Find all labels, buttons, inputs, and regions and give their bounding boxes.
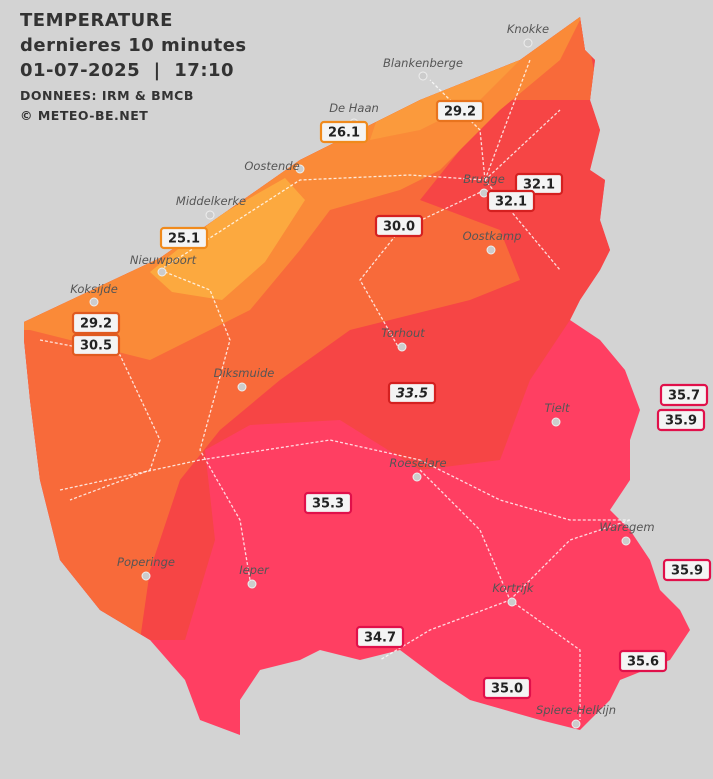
city-label: Waregem — [599, 520, 654, 534]
reading-box — [482, 676, 532, 700]
city-label: Knokke — [507, 22, 549, 36]
title: TEMPERATURE — [20, 10, 173, 31]
reading-value: 35.9 — [671, 564, 703, 579]
reading-box — [435, 99, 485, 123]
city-dot — [237, 382, 247, 392]
reading-value: 30.5 — [80, 339, 112, 354]
subtitle: dernieres 10 minutes — [20, 35, 247, 56]
reading-box — [514, 172, 564, 196]
datetime: 01-07-2025 | 17:10 — [20, 60, 234, 81]
reading-box — [71, 311, 121, 335]
reading-value: 35.6 — [627, 655, 659, 670]
reading-value: 32.1 — [523, 178, 555, 193]
city-label: Nieuwpoort — [130, 253, 197, 267]
reading-box — [659, 383, 709, 407]
city-label: Tielt — [545, 401, 570, 415]
city-dot — [157, 267, 167, 277]
city-dot — [621, 536, 631, 546]
reading-box — [656, 408, 706, 432]
reading-value: 35.9 — [665, 414, 697, 429]
city-label: Blankenberge — [383, 56, 463, 70]
reading-value: 25.1 — [168, 232, 200, 247]
city-label: Oostende — [244, 159, 299, 173]
cities: Knokke Blankenberge De Haan Oostende Middelk… — [70, 22, 655, 729]
city-dot — [141, 571, 151, 581]
city-label: Ieper — [239, 563, 270, 577]
reading-value: 35.7 — [668, 389, 700, 404]
city-label: De Haan — [329, 101, 379, 115]
reading-value: 32.1 — [495, 195, 527, 210]
city-label: Roeselare — [389, 456, 446, 470]
reading-value: 35.0 — [491, 682, 523, 697]
city-dot — [412, 472, 422, 482]
reading-value: 34.7 — [364, 631, 396, 646]
city-label: Kortrijk — [492, 581, 535, 595]
city-dot — [507, 597, 517, 607]
reading-box — [618, 649, 668, 673]
city-dot — [89, 297, 99, 307]
reading-box — [662, 558, 712, 582]
source: DONNEES: IRM & BMCB — [20, 88, 194, 103]
city-dot — [397, 342, 407, 352]
reading-value: 26.1 — [328, 126, 360, 141]
city-dot — [551, 417, 561, 427]
city-label: Spiere-Helkijn — [536, 703, 616, 717]
reading-value: 30.0 — [383, 220, 415, 235]
city-dot — [479, 188, 489, 198]
reading-value: 33.5 — [396, 387, 428, 402]
city-label: Koksijde — [70, 282, 118, 296]
reading-box — [71, 333, 121, 357]
credit: © METEO-BE.NET — [20, 108, 148, 123]
reading-box — [319, 120, 369, 144]
reading-value: 35.3 — [312, 497, 344, 512]
reading-value: 29.2 — [80, 317, 112, 332]
reading-box — [486, 189, 536, 213]
city-dot — [418, 71, 428, 81]
reading-box — [355, 625, 405, 649]
reading-box — [374, 214, 424, 238]
reading-box — [387, 381, 437, 405]
city-dot — [247, 579, 257, 589]
city-dot — [571, 719, 581, 729]
readings: 29.2 26.1 25.1 30.0 32.1 32.1 29.2 30.5 33.5 35.7… — [71, 99, 712, 700]
city-label: Poperinge — [117, 555, 175, 569]
city-dot — [295, 164, 305, 174]
city-label: Middelkerke — [176, 194, 246, 208]
city-dot — [205, 210, 215, 220]
city-dot — [486, 245, 496, 255]
reading-box — [303, 491, 353, 515]
city-label: Oostkamp — [463, 229, 522, 243]
reading-value: 29.2 — [444, 105, 476, 120]
city-label: Torhout — [381, 326, 425, 340]
city-dot — [523, 38, 533, 48]
city-label: Brugge — [463, 172, 505, 186]
reading-box — [159, 226, 209, 250]
city-label: Diksmuide — [214, 366, 275, 380]
